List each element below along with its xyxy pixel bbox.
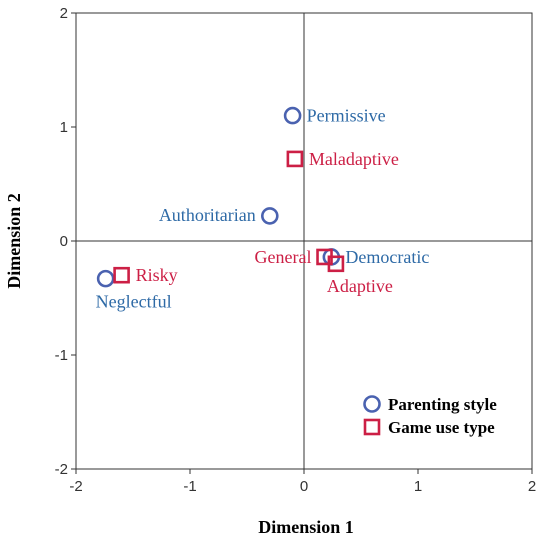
label-adaptive: Adaptive — [327, 276, 393, 296]
point-permissive — [283, 106, 302, 125]
legend: Parenting style Game use type — [363, 395, 497, 437]
point-risky — [113, 266, 130, 284]
legend-marker-circle — [363, 395, 381, 413]
point-maladaptive — [286, 150, 304, 168]
x-tick-label: 1 — [414, 478, 422, 495]
point-adaptive — [327, 255, 345, 273]
label-maladaptive: Maladaptive — [309, 149, 399, 169]
y-tick-label: 1 — [60, 119, 68, 136]
y-axis-title: Dimension 2 — [4, 193, 24, 289]
point-authoritarian — [260, 207, 279, 225]
label-democratic: Democratic — [345, 247, 429, 267]
point-labels: Permissive Authoritarian Democratic Neglect… — [96, 106, 430, 312]
y-tick-label: 2 — [60, 5, 68, 22]
legend-marker-square — [363, 418, 381, 436]
x-tick-label: -2 — [69, 478, 82, 495]
ticks: -2 -1 0 1 2 -2 -1 0 1 2 — [55, 5, 537, 495]
label-permissive: Permissive — [307, 106, 386, 126]
legend-label: Parenting style — [388, 395, 497, 414]
label-neglectful: Neglectful — [96, 292, 172, 312]
x-tick-label: -1 — [183, 478, 196, 495]
x-tick-label: 0 — [300, 478, 308, 495]
label-general: General — [255, 247, 312, 267]
label-risky: Risky — [136, 265, 178, 285]
y-tick-label: -1 — [55, 347, 68, 364]
marks — [96, 106, 345, 288]
legend-label: Game use type — [388, 418, 495, 437]
x-axis-title: Dimension 1 — [258, 517, 354, 537]
x-tick-label: 2 — [528, 478, 536, 495]
y-tick-label: 0 — [60, 233, 68, 250]
label-authoritarian: Authoritarian — [159, 205, 256, 225]
y-tick-label: -2 — [55, 461, 68, 478]
point-neglectful — [96, 269, 115, 288]
